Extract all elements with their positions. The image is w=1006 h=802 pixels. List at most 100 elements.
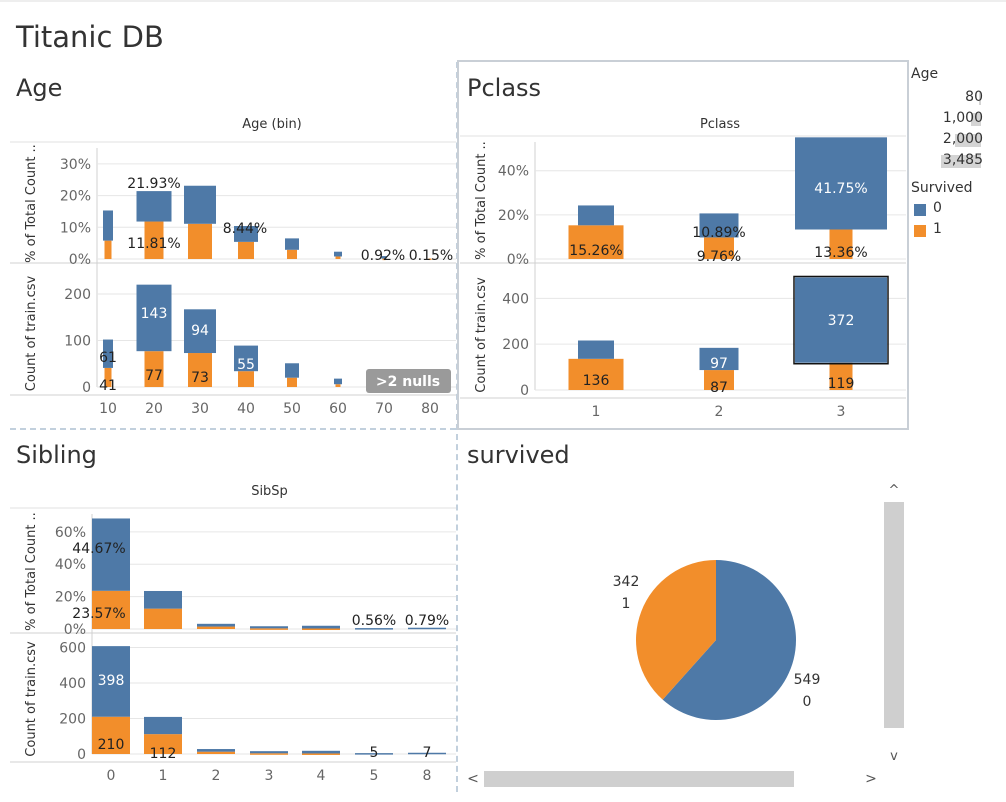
count-bar-survived-1[interactable] [704,370,734,390]
pct-bar-survived-0[interactable] [795,137,887,230]
color-legend-item[interactable]: 0 [911,200,1001,221]
size-legend-item[interactable]: 3,485 [911,151,1001,172]
count-bar-survived-0[interactable] [285,363,299,378]
pct-bar-survived-1[interactable] [302,628,340,631]
count-bar-survived-0[interactable] [578,340,614,359]
survived-pie-chart[interactable]: 549 0 342 1 [462,486,882,766]
pct-bar-survived-1[interactable] [382,258,386,261]
count-bar-survived-0[interactable] [197,749,235,752]
sibling-chart[interactable]: 0% 20% 40% 60% 0 200 400 600 % of Total Count ..… [10,496,456,798]
count-bar-survived-0[interactable] [355,753,393,755]
pct-bar-survived-0[interactable] [699,213,739,238]
x-tick-label: 20 [145,401,163,417]
color-legend-item[interactable]: 1 [911,221,1001,242]
count-bar-survived-0[interactable] [136,284,172,352]
pct-bar-survived-0[interactable] [136,191,172,222]
pie-slice-survived-0[interactable] [662,560,796,720]
pct-bar-survived-1[interactable] [144,608,182,629]
count-bar-survived-1[interactable] [144,734,182,754]
count-bar-survived-0[interactable] [234,345,258,372]
pct-tick-label: 20% [60,189,91,205]
pct-bar-survived-0[interactable] [144,590,182,609]
size-legend-item[interactable]: 80 [911,88,1001,109]
pct-bar-survived-1[interactable] [188,223,212,259]
sibsp-pct-label: 0.79% [405,613,449,629]
pct-bar-survived-0[interactable] [92,518,130,591]
pct-bar-survived-1[interactable] [428,258,432,261]
count-bar-survived-1[interactable] [144,351,164,387]
pct-bar-survived-0[interactable] [184,185,216,224]
count-bar-survived-1[interactable] [104,367,112,387]
count-bar-survived-0[interactable] [408,752,446,755]
pct-bar-survived-1[interactable] [250,628,288,630]
count-tick-label: 400 [59,676,86,692]
pct-bar-survived-1[interactable] [144,221,164,259]
pct-bar-survived-0[interactable] [234,226,258,242]
count-bar-survived-1[interactable] [335,384,341,387]
pct-bar-survived-1[interactable] [829,229,853,259]
scroll-left-arrow-icon[interactable]: < [467,771,479,787]
pct-bar-survived-0[interactable] [408,627,446,630]
pct-bar-survived-1[interactable] [568,225,624,259]
scroll-up-arrow-icon[interactable]: ^ [888,483,900,498]
count-bar-survived-1[interactable] [250,753,288,755]
pct-bar-survived-0[interactable] [302,625,340,629]
count-bar-survived-0[interactable] [699,347,739,371]
pct-bar-survived-0[interactable] [197,623,235,627]
pct-bar-survived-0[interactable] [578,205,614,226]
vertical-scrollbar[interactable]: ^ v [884,482,904,772]
vertical-scroll-thumb[interactable] [884,502,904,728]
count-bar-survived-1[interactable] [238,371,254,387]
size-legend-item[interactable]: 1,000 [911,109,1001,130]
chart-panes [10,141,456,396]
count-bar-survived-0[interactable] [795,277,887,363]
pct-bar-survived-0[interactable] [355,628,393,630]
count-bar-survived-0[interactable] [302,750,340,754]
nulls-indicator-badge[interactable]: >2 nulls [366,369,451,393]
count-bar-survived-0[interactable] [250,751,288,754]
count-tick-label: 0 [82,380,91,396]
pct-tick-label: 20% [55,590,86,606]
count-bar-survived-1[interactable] [92,716,130,754]
count-bar-survived-0[interactable] [334,378,342,385]
sibsp-pct-label: 44.67% [72,541,125,557]
count-bar-survived-1[interactable] [829,362,853,390]
pct-axis-title: % of Total Count .. [24,144,39,263]
count-bar-survived-0[interactable] [184,309,216,354]
size-legend-swatch [971,113,981,126]
pct-bar-survived-1[interactable] [238,241,254,259]
count-bar-survived-0[interactable] [103,339,113,368]
count-bar-survived-1[interactable] [197,751,235,754]
x-tick-label: 0 [107,768,116,784]
pct-bar-survived-0[interactable] [103,210,113,241]
pct-bar-survived-1[interactable] [704,237,734,259]
pct-bar-survived-0[interactable] [334,251,342,257]
horizontal-separator [10,428,456,430]
pct-bar-survived-1[interactable] [335,256,341,259]
scroll-right-arrow-icon[interactable]: > [865,771,877,787]
count-bar-survived-1[interactable] [188,353,212,387]
size-legend-item[interactable]: 2,000 [911,130,1001,151]
pct-bar-survived-1[interactable] [92,590,130,629]
pct-bar-survived-1[interactable] [197,626,235,629]
age-bin-header: Age (bin) [242,117,302,132]
pct-bar-survived-1[interactable] [104,240,112,259]
x-tick-label: 2 [212,768,221,784]
scroll-down-arrow-icon[interactable]: v [890,749,898,764]
count-bar-survived-1[interactable] [287,377,297,387]
pct-bar-survived-0[interactable] [250,626,288,629]
pclass-chart[interactable]: 0% 20% 40% 0 200 400 % of Total Count .. Count … [460,128,906,428]
count-bar-survived-0[interactable] [144,716,182,735]
pie-slice-survived-1[interactable] [636,560,716,700]
pct-bar-survived-0[interactable] [381,256,387,259]
pct-bar-survived-1[interactable] [287,249,297,259]
horizontal-scroll-thumb[interactable] [484,771,794,787]
pct-bar-survived-0[interactable] [285,238,299,250]
count-bar-survived-0[interactable] [92,646,130,717]
color-legend: Survived 0 1 [911,180,1001,242]
age-chart[interactable]: 0% 10% 20% 30% 0 100 200 % of Total Count .. Cou… [10,128,456,428]
count-bar-survived-1[interactable] [302,753,340,755]
horizontal-scrollbar[interactable]: < > [462,768,884,790]
pclass-header: Pclass [699,117,741,132]
count-bar-survived-1[interactable] [568,358,624,390]
